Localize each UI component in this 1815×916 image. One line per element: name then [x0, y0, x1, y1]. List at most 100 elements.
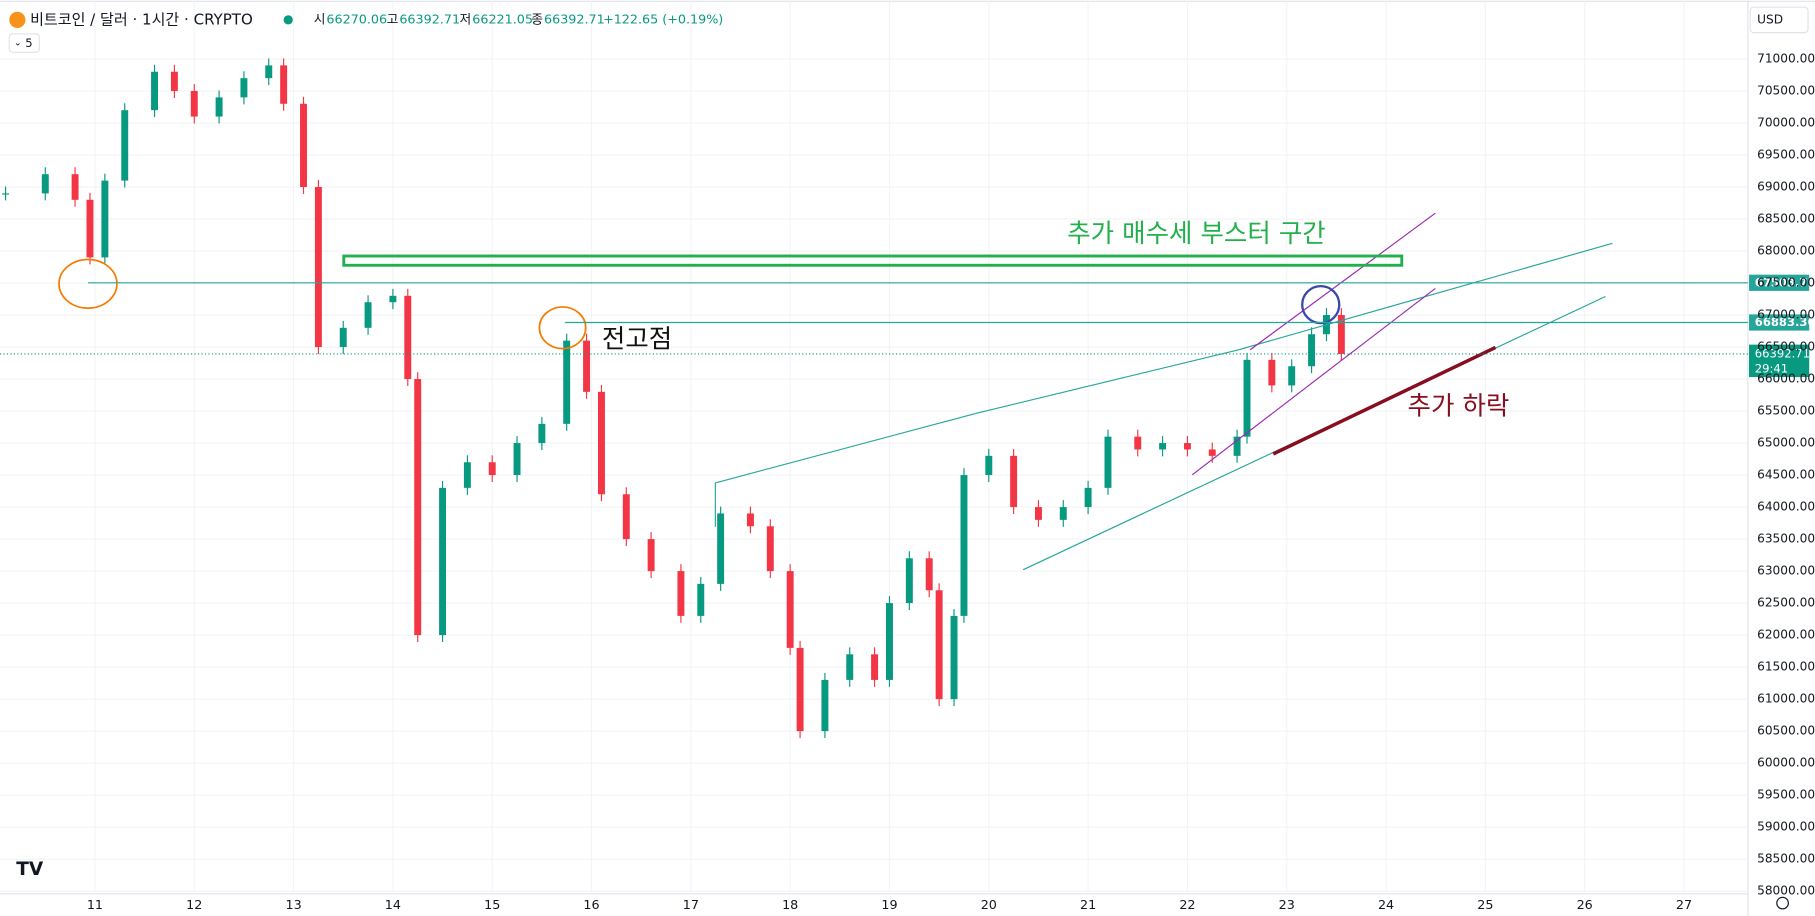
y-tick-label: 68500.00 — [1757, 212, 1815, 226]
drop-arrow-line — [1272, 345, 1497, 456]
annotation: 추가 하락 — [1408, 392, 1510, 422]
candle — [314, 186, 322, 348]
candle — [170, 71, 178, 91]
candle — [677, 571, 685, 616]
candle — [563, 340, 571, 424]
x-tick-label: 15 — [484, 898, 500, 913]
ohlc-label: 고 — [387, 12, 399, 27]
candle — [414, 379, 422, 636]
logo: TV — [16, 859, 44, 880]
candle — [905, 558, 913, 604]
status-dot — [283, 15, 293, 25]
candle — [796, 647, 804, 732]
y-tick-label: 65500.00 — [1757, 404, 1815, 418]
candle — [280, 65, 288, 104]
price-tag — [1749, 274, 1810, 291]
candle — [2, 193, 10, 195]
candle — [821, 679, 829, 732]
candle — [717, 513, 725, 584]
y-tick-label: 66000.00 — [1757, 372, 1815, 386]
y-tick-label: 60000.00 — [1757, 756, 1815, 770]
last-price-label: 66392.71 — [1755, 346, 1810, 360]
y-tick-label: 65000.00 — [1757, 436, 1815, 450]
trend-line — [715, 412, 976, 484]
candle — [746, 513, 754, 527]
candle — [1104, 436, 1112, 488]
y-tick-label: 71000.00 — [1757, 51, 1815, 65]
x-tick-label: 27 — [1676, 898, 1692, 913]
candle — [647, 539, 655, 572]
candle — [846, 654, 854, 680]
x-tick-label: 13 — [285, 898, 301, 913]
currency-button[interactable] — [1749, 6, 1809, 34]
y-tick-label: 66500.00 — [1757, 340, 1815, 354]
candle — [265, 65, 273, 79]
ohlc: 시 66270.06 고 66392.71 저 66221.05종 66392.71 — [314, 12, 605, 27]
y-tick-label: 69000.00 — [1757, 179, 1815, 193]
candle — [985, 455, 993, 476]
x-tick-label: 20 — [981, 898, 997, 913]
chevron: ⌄ — [14, 38, 22, 49]
candle — [935, 590, 943, 700]
candle — [364, 302, 372, 328]
ohlc-label: 저 — [460, 12, 472, 27]
y-tick-label: 64500.00 — [1757, 468, 1815, 482]
candle — [190, 90, 198, 117]
candle — [1010, 455, 1018, 508]
coin-icon — [9, 11, 26, 28]
candle — [1183, 443, 1191, 450]
y-tick-label: 63000.00 — [1757, 564, 1815, 578]
interval-badge[interactable]: 5 — [25, 36, 32, 50]
interval-button[interactable] — [8, 33, 40, 53]
settings-icon[interactable] — [1776, 896, 1789, 910]
y-tick-label: 61000.00 — [1757, 692, 1815, 706]
y-tick-label: 58500.00 — [1757, 852, 1815, 866]
ohlc-label: 종 — [531, 12, 543, 27]
candle — [622, 494, 630, 540]
y-tick-label: 61500.00 — [1757, 660, 1815, 674]
symbol: 비트코인 / 달러 · 1시간 · CRYPTO — [30, 10, 253, 28]
ohlc-value: 66392.71 — [544, 12, 605, 27]
x-tick-label: 19 — [881, 898, 897, 913]
price-tag-label: 66883.36 — [1755, 315, 1815, 329]
candle — [538, 423, 546, 444]
y-tick-label: 64000.00 — [1757, 500, 1815, 514]
y-tick-label: 70000.00 — [1757, 115, 1815, 129]
candle — [1059, 507, 1067, 520]
circle-marker — [538, 306, 587, 350]
x-tick-label: 22 — [1179, 898, 1195, 913]
candle — [1034, 507, 1042, 520]
x-tick-label: 24 — [1378, 898, 1394, 913]
price-tag — [1749, 314, 1810, 331]
y-tick-label: 67500.00 — [1757, 276, 1815, 290]
candle — [1233, 436, 1241, 456]
y-tick-label: 62000.00 — [1757, 628, 1815, 642]
candle — [240, 78, 248, 98]
candle — [871, 654, 879, 680]
countdown: 29:41 — [1755, 361, 1788, 375]
candle — [697, 583, 705, 616]
candle — [786, 571, 794, 648]
candle — [1337, 315, 1345, 354]
trend-line — [975, 349, 1239, 414]
candle — [1159, 443, 1167, 450]
candle — [597, 391, 605, 495]
x-tick-label: 25 — [1477, 898, 1493, 913]
y-tick-label: 67000.00 — [1757, 308, 1815, 322]
candle — [215, 97, 223, 117]
candle — [925, 558, 933, 591]
annotation: 추가 매수세 부스터 구간 — [1067, 219, 1325, 249]
change: +122.65 (+0.19%) — [603, 12, 723, 27]
candle — [488, 462, 496, 476]
y-tick-label: 62500.00 — [1757, 596, 1815, 610]
x-tick-label: 26 — [1577, 898, 1593, 913]
y-tick-label: 63500.00 — [1757, 532, 1815, 546]
candle — [389, 295, 397, 303]
y-tick-label: 70500.00 — [1757, 83, 1815, 97]
x-tick-label: 16 — [583, 898, 599, 913]
candle — [1134, 436, 1142, 450]
currency[interactable]: USD — [1757, 12, 1783, 26]
candle — [41, 174, 49, 194]
candles — [2, 58, 1345, 739]
annotation: 전고점 — [602, 325, 672, 355]
